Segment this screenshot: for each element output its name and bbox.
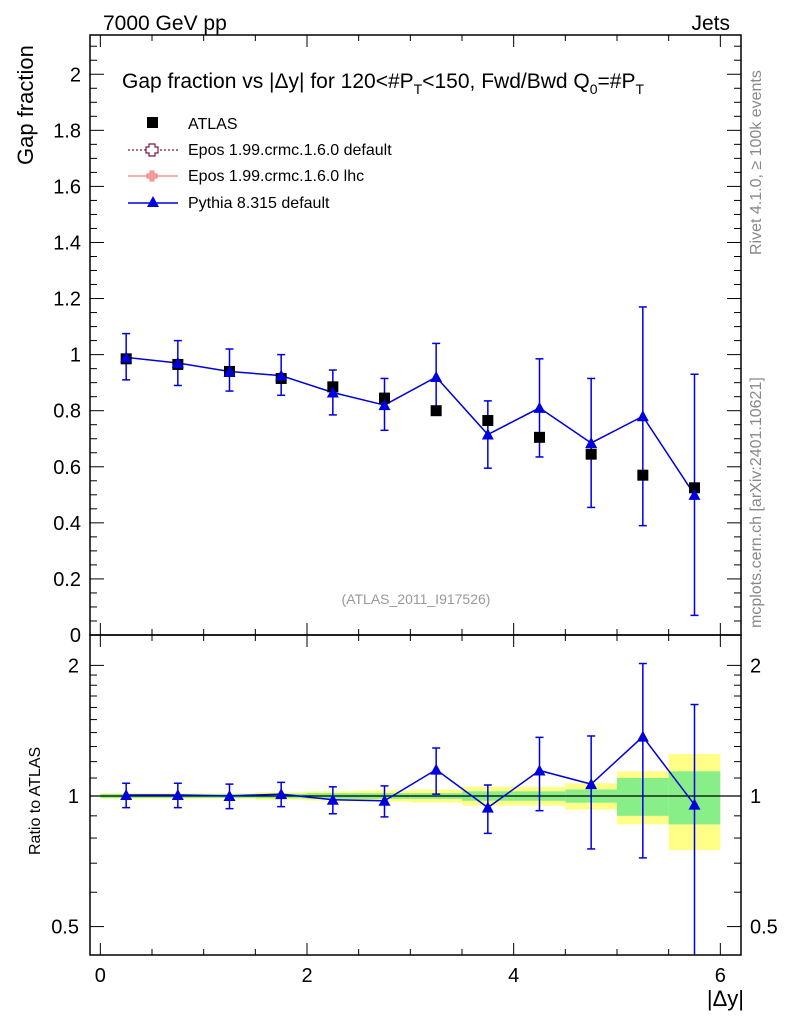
y-tick-label: 1.8 [53, 120, 81, 142]
y-tick-label: 0.2 [53, 569, 81, 591]
header-left: 7000 GeV pp [103, 12, 227, 35]
ratio-pythia-point [326, 793, 339, 805]
pythia-line [126, 356, 696, 496]
legend-epos-lhc-marker [146, 170, 158, 182]
legend-epos-default-label: Epos 1.99.crmc.1.6.0 default [188, 142, 392, 159]
x-axis-label: |Δy| [707, 986, 744, 1011]
pythia-point [430, 371, 443, 383]
pythia-point [326, 386, 339, 398]
ratio-y-tick-label: 0.5 [51, 917, 79, 939]
x-tick-label: 6 [715, 965, 726, 987]
ratio-pythia-point [171, 789, 184, 801]
ratio-pythia-point [533, 764, 546, 776]
atlas-point [689, 482, 700, 494]
atlas-point [637, 469, 649, 481]
pythia-point [171, 357, 184, 369]
y-tick-label: 1.6 [53, 176, 81, 198]
pythia-point [120, 351, 133, 363]
legend-atlas-marker [147, 117, 158, 128]
ratio-pythia-point [223, 789, 236, 801]
x-tick-label: 0 [95, 965, 106, 987]
chart-title: Gap fraction vs |Δy| for 120<#PT<150, Fw… [122, 70, 644, 97]
header-right: Jets [691, 12, 730, 35]
ratio-pythia-point [120, 789, 133, 801]
ratio-pythia-point [636, 730, 649, 742]
rivet-label: Rivet 4.1.0, ≥ 100k events [748, 70, 765, 255]
atlas-point [534, 431, 545, 443]
pythia-point [636, 410, 649, 422]
y-tick-label: 1.4 [53, 232, 81, 254]
ratio-pythia-line [126, 735, 696, 809]
y-tick-label: 0.6 [53, 457, 81, 479]
legend: ATLAS Epos 1.99.crmc.1.6.0 default Epos … [128, 116, 392, 212]
y-tick-label: 0 [70, 625, 81, 647]
ratio-plot-marks [120, 662, 701, 955]
legend-epos-default-marker [145, 143, 159, 157]
y-axis-label: Gap fraction [13, 45, 38, 165]
pythia-point [481, 428, 494, 440]
ratio-pythia-point [688, 798, 701, 810]
legend-pythia-label: Pythia 8.315 default [188, 195, 330, 212]
main-plot-marks [120, 306, 701, 617]
mcplots-label: mcplots.cern.ch [arXiv:2401.10621] [748, 377, 765, 628]
ratio-pythia-point [481, 801, 494, 813]
y-tick-label: 2 [70, 64, 81, 86]
ratio-pythia-point [585, 778, 598, 790]
legend-epos-lhc-label: Epos 1.99.crmc.1.6.0 lhc [188, 168, 364, 185]
pythia-point [585, 436, 598, 448]
x-tick-label: 4 [508, 965, 519, 987]
atlas-point [482, 415, 494, 427]
atlas-point [379, 392, 390, 404]
ratio-pythia-point [378, 794, 391, 806]
atlas-point [430, 405, 442, 417]
axes: 0 2 4 6 0 0.2 0.4 0.6 0.8 1 1.2 1.4 1.6 1.8 2 0.5 0.5 1 1 2… [51, 35, 778, 987]
ratio-y-tick-label-right: 2 [750, 655, 761, 677]
ratio-plot-frame [89, 634, 742, 956]
ratio-y-tick-label-right: 1 [750, 786, 761, 808]
ratio-y-axis-label: Ratio to ATLAS [27, 747, 44, 855]
y-tick-label: 1.2 [53, 289, 81, 311]
pythia-point [275, 369, 288, 381]
pythia-point [223, 365, 236, 377]
y-tick-label: 0.4 [53, 513, 81, 535]
pythia-point [533, 401, 546, 413]
legend-pythia-marker [147, 196, 159, 207]
pythia-point [378, 399, 391, 411]
atlas-point [585, 448, 597, 460]
pythia-point [688, 488, 701, 500]
ratio-y-tick-label: 2 [68, 655, 79, 677]
legend-atlas-label: ATLAS [188, 116, 238, 133]
ratio-pythia-point [430, 763, 443, 775]
analysis-watermark: (ATLAS_2011_I917526) [342, 591, 491, 607]
y-tick-label: 0.8 [53, 401, 81, 423]
x-tick-label: 2 [301, 965, 312, 987]
ratio-y-tick-label-right: 0.5 [750, 917, 778, 939]
y-tick-label: 1 [70, 345, 81, 367]
ratio-y-tick-label: 1 [68, 786, 79, 808]
ratio-pythia-point [275, 788, 288, 800]
